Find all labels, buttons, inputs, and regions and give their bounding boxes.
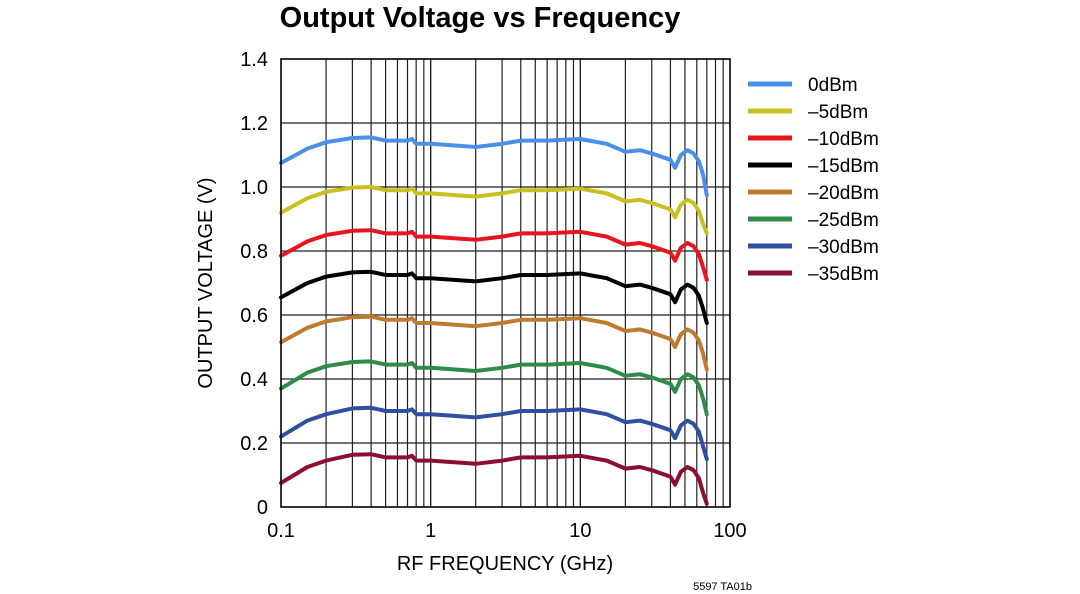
series-line (279, 135, 709, 197)
legend-label: –30dBm (808, 237, 879, 258)
grid (280, 58, 731, 508)
series-line (279, 359, 709, 417)
series-line (279, 269, 709, 325)
y-tick-label: 0.4 (240, 369, 268, 391)
y-tick-label: 0 (257, 497, 268, 519)
series-line (279, 452, 709, 506)
x-tick-label: 100 (713, 520, 746, 542)
x-tick-label: 1 (425, 520, 436, 542)
legend-label: –20dBm (808, 183, 879, 204)
x-axis-label: RF FREQUENCY (GHz) (397, 553, 613, 575)
series-line (279, 185, 709, 236)
legend-label: –5dBm (808, 102, 868, 123)
legend-label: 0dBm (808, 75, 858, 96)
curves (279, 135, 709, 506)
y-tick-labels: 0 0.2 0.4 0.6 0.8 1.0 1.2 1.4 (240, 49, 268, 519)
y-axis-label: OUTPUT VOLTAGE (V) (195, 177, 217, 388)
y-tick-label: 0.8 (240, 241, 268, 263)
plot-frame (280, 58, 731, 508)
y-tick-label: 1.2 (240, 113, 268, 135)
legend-label: –25dBm (808, 210, 879, 231)
chart-title: Output Voltage vs Frequency (280, 2, 681, 34)
legend-label: –35dBm (808, 264, 879, 285)
legend: 0dBm –5dBm –10dBm –15dBm –20dBm –25dBm –30dBm –… (748, 75, 879, 285)
x-tick-label: 10 (569, 520, 591, 542)
series-line (279, 314, 709, 372)
y-tick-label: 0.6 (240, 305, 268, 327)
x-tick-labels: 0.1 1 10 100 (267, 520, 747, 542)
y-tick-label: 1.0 (240, 177, 268, 199)
footnote: 5597 TA01b (693, 581, 752, 593)
y-tick-label: 0.2 (240, 433, 268, 455)
legend-label: –10dBm (808, 129, 879, 150)
legend-label: –15dBm (808, 156, 879, 177)
x-tick-label: 0.1 (267, 520, 295, 542)
series-line (279, 228, 709, 282)
y-tick-label: 1.4 (240, 49, 268, 71)
series-line (279, 405, 709, 461)
